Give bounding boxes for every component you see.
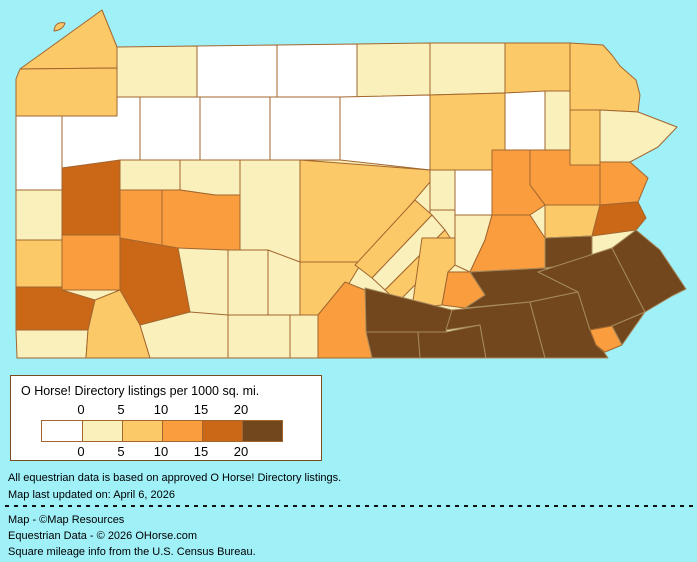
county-crawford [15,67,118,117]
county-clinton [339,94,431,171]
county-union [429,169,456,211]
note-source: All equestrian data is based on approved… [8,472,342,484]
county-clearfield [239,159,301,263]
county-sullivan [504,90,546,151]
data-notes: All equestrian data is based on approved… [8,470,341,503]
credit-data: Equestrian Data - © 2026 OHorse.com [8,530,198,542]
legend-swatch-2 [122,421,162,441]
county-warren [116,45,198,98]
legend-box: O Horse! Directory listings per 1000 sq.… [10,375,322,461]
county-montour [454,169,493,216]
county-bradford [429,42,506,96]
tick-label: 15 [193,402,209,417]
tick-label: 15 [193,444,209,459]
county-wayne [569,42,641,113]
county-monroe [599,161,649,206]
legend-swatch-5 [242,421,282,441]
tick-label: 0 [77,402,85,417]
tick-label: 0 [77,444,85,459]
county-allegheny [61,234,121,291]
county-forest [139,96,201,161]
legend-swatch-1 [82,421,122,441]
legend-ticks-top: 0 5 10 15 20 [11,402,321,417]
note-updated: Map last updated on: April 6, 2026 [8,488,175,501]
presque-isle-peninsula [53,22,66,32]
county-lawrence [15,189,63,241]
county-mercer [15,115,63,191]
tick-label: 5 [117,444,125,459]
credit-census: Square mileage info from the U.S. Census… [8,546,256,558]
county-wyoming [544,90,571,151]
county-elk [199,96,271,161]
county-carbon [544,204,601,239]
dashed-divider [5,505,693,507]
county-fulton [289,314,319,359]
legend-swatch-3 [162,421,202,441]
legend-swatch-4 [202,421,242,441]
tick-label: 20 [233,402,249,417]
county-indiana [161,189,241,251]
tick-label: 20 [233,444,249,459]
county-erie [19,9,118,70]
county-tioga [356,42,431,98]
tick-label: 10 [153,402,169,417]
county-beaver [15,239,63,288]
county-northampton [591,201,647,237]
legend-color-ramp [41,420,283,442]
county-cambria [227,249,269,316]
tick-label: 10 [153,444,169,459]
county-mckean [196,44,278,98]
credits: Map - ©Map Resources Equestrian Data - ©… [8,512,256,560]
county-greene [15,329,89,359]
county-jefferson [179,159,241,196]
legend-swatch-0 [42,421,82,441]
legend-ticks-bottom: 0 5 10 15 20 [11,444,321,459]
county-butler [61,159,121,236]
county-philadelphia [611,311,646,346]
county-bedford [227,314,291,359]
county-cameron [269,96,341,161]
county-lackawanna [569,109,601,166]
credit-map: Map - ©Map Resources [8,514,125,526]
county-pike [599,109,678,163]
tick-label: 5 [117,402,125,417]
county-adams [365,331,421,359]
county-susquehanna [504,42,571,94]
county-clarion [119,159,181,191]
legend-title: O Horse! Directory listings per 1000 sq.… [21,384,260,398]
county-potter [276,43,358,98]
county-blair [267,249,301,316]
county-delaware [589,325,623,353]
